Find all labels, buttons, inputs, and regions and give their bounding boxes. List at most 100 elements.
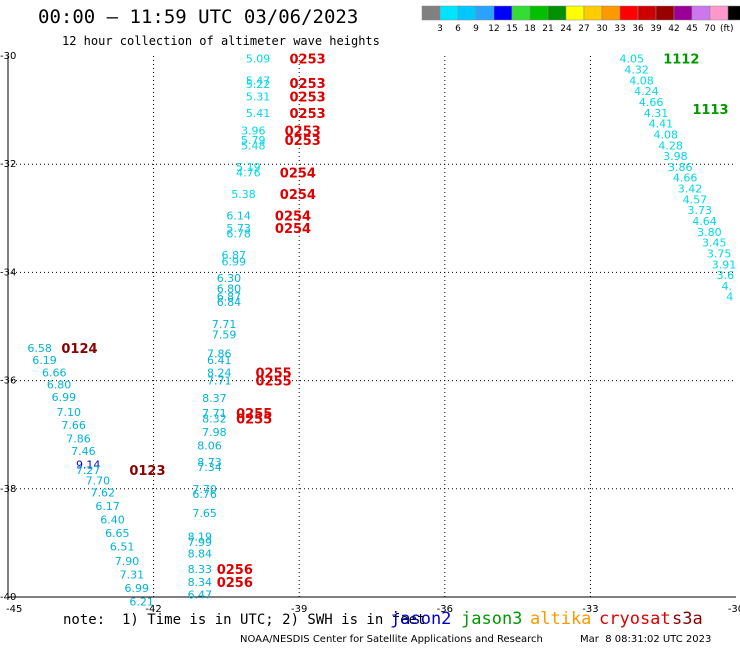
wave-height-label: 6.41: [207, 354, 232, 367]
wave-height-label: 3.80: [697, 226, 722, 239]
y-tick-label: -34: [0, 267, 16, 278]
y-tick-label: -36: [0, 376, 16, 387]
colorbar-label: 15: [506, 24, 517, 34]
wave-height-label: 6.30: [217, 272, 242, 285]
pass-number-label: 0254: [275, 210, 311, 225]
wave-height-label: 7.10: [57, 406, 82, 419]
colorbar-swatch: [475, 5, 495, 21]
x-tick-label: -30: [728, 604, 740, 615]
wave-height-label: 6.21: [129, 595, 154, 608]
wave-height-label: 5.79: [241, 134, 266, 147]
wave-height-label: 3.6: [717, 269, 735, 282]
wave-height-label: 4.76: [236, 166, 261, 179]
colorbar-unit: (ft): [720, 24, 734, 34]
y-tick-label: -30: [0, 51, 16, 62]
pass-number-label: 0255: [256, 375, 292, 390]
wave-height-label: 5.38: [231, 188, 256, 201]
colorbar-swatch: [565, 5, 585, 21]
colorbar-label: 27: [578, 24, 589, 34]
wave-height-label: 7.70: [86, 475, 111, 488]
pass-number-label: 0254: [280, 166, 316, 181]
wave-height-label: 7.90: [115, 555, 140, 568]
colorbar-label: 45: [686, 24, 697, 34]
wave-height-label: 7.27: [76, 464, 101, 477]
colorbar-swatch: [583, 5, 603, 21]
wave-height-label: 7.31: [120, 568, 145, 581]
colorbar-label: 42: [668, 24, 679, 34]
wave-height-label: 6.40: [100, 514, 125, 527]
wave-height-label: 5.48: [241, 139, 266, 152]
wave-height-label: 7.99: [188, 536, 213, 549]
wave-height-label: 6.14: [226, 210, 251, 223]
wave-height-label: 6.99: [124, 582, 149, 595]
wave-height-label: 4.28: [658, 139, 683, 152]
colorbar-label: 30: [596, 24, 608, 34]
colorbar-swatch: [421, 5, 441, 21]
wave-height-label: 4.57: [683, 193, 708, 206]
wave-height-label: 3.91: [712, 258, 737, 271]
pass-number-label: 0253: [289, 91, 325, 106]
wave-height-label: 9.14: [76, 458, 101, 471]
colorbar-swatch: [493, 5, 513, 21]
colorbar-label: 6: [455, 24, 461, 34]
colorbar-label: 33: [614, 24, 625, 34]
wave-height-label: 6.51: [110, 541, 135, 554]
wave-height-label: 4.08: [629, 74, 654, 87]
wave-height-label: 5.47: [246, 74, 271, 87]
wave-height-label: 3.96: [241, 125, 266, 138]
colorbar-swatch: [619, 5, 639, 21]
wave-height-label: 7.34: [197, 461, 222, 474]
wave-height-label: 4.31: [644, 107, 669, 120]
wave-height-label: 4.08: [653, 128, 678, 141]
wave-height-label: 6.19: [32, 354, 57, 367]
pass-number-label: 0253: [285, 134, 321, 149]
pass-number-label: 0124: [61, 342, 97, 357]
wave-height-label: 6.87: [217, 291, 242, 304]
wave-height-label: 7.71: [202, 407, 227, 420]
wave-height-label: 4: [726, 291, 733, 304]
wave-height-label: 5.22: [246, 78, 271, 91]
colorbar-label: 3: [437, 24, 443, 34]
wave-height-label: 6.65: [105, 527, 130, 540]
wave-height-label: 7.66: [61, 419, 86, 432]
colorbar-swatch: [637, 5, 657, 21]
wave-height-label: 6.84: [217, 296, 242, 309]
mission-cryosat: cryosat: [599, 609, 671, 629]
credit-line: NOAA/NESDIS Center for Satellite Applica…: [240, 634, 543, 645]
wave-height-label: 6.76: [192, 488, 217, 501]
colorbar-label: 70: [704, 24, 716, 34]
wave-height-label: 6.47: [188, 588, 213, 601]
x-tick-label: -42: [145, 604, 161, 615]
colorbar-label: 24: [560, 24, 572, 34]
pass-number-label: 0123: [129, 464, 165, 479]
pass-number-label: 0253: [289, 77, 325, 92]
wave-height-label: 6.66: [42, 366, 66, 379]
wave-height-label: 6.80: [217, 283, 242, 296]
pass-number-label: 0256: [217, 576, 253, 591]
pass-number-label: 1112: [663, 53, 699, 68]
wave-height-label: 8.06: [197, 440, 222, 453]
pass-number-label: 0256: [217, 563, 253, 578]
wave-height-label: 6.99: [222, 256, 247, 269]
wave-height-label: 4.32: [624, 64, 649, 77]
chart-title: 00:00 – 11:59 UTC 03/06/2023: [38, 6, 359, 28]
wave-height-label: 6.78: [226, 227, 251, 240]
wave-height-label: 7.71: [212, 318, 237, 331]
wave-height-label: 7.59: [212, 329, 237, 342]
colorbar-swatch: [511, 5, 531, 21]
x-tick-label: -33: [582, 604, 598, 615]
wave-height-label: 4.: [721, 280, 732, 293]
wave-height-label: 5.31: [246, 91, 271, 104]
colorbar-label: 39: [650, 24, 662, 34]
wave-height-label: 8.34: [188, 576, 213, 589]
wave-height-label: 3.73: [687, 204, 712, 217]
x-tick-label: -36: [437, 604, 453, 615]
colorbar-swatch: [529, 5, 549, 21]
y-tick-label: -40: [0, 592, 16, 603]
wave-height-label: 4.24: [634, 85, 659, 98]
wave-height-label: 3.75: [707, 247, 732, 260]
colorbar-swatch: [673, 5, 693, 21]
wave-height-label: 4.64: [692, 215, 717, 228]
colorbar-label: 36: [632, 24, 644, 34]
